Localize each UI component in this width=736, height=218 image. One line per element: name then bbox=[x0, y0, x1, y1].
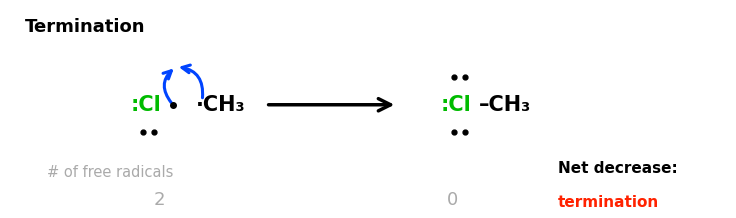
Text: 0: 0 bbox=[446, 191, 458, 209]
Text: Termination: Termination bbox=[25, 18, 145, 36]
Text: Net decrease:: Net decrease: bbox=[558, 161, 678, 176]
Text: 2: 2 bbox=[154, 191, 166, 209]
Text: :Cl: :Cl bbox=[130, 95, 161, 115]
Text: :Cl: :Cl bbox=[441, 95, 472, 115]
Text: –CH₃: –CH₃ bbox=[479, 95, 531, 115]
Text: # of free radicals: # of free radicals bbox=[46, 165, 173, 180]
Text: termination: termination bbox=[558, 195, 659, 210]
Text: ·CH₃: ·CH₃ bbox=[197, 95, 246, 115]
